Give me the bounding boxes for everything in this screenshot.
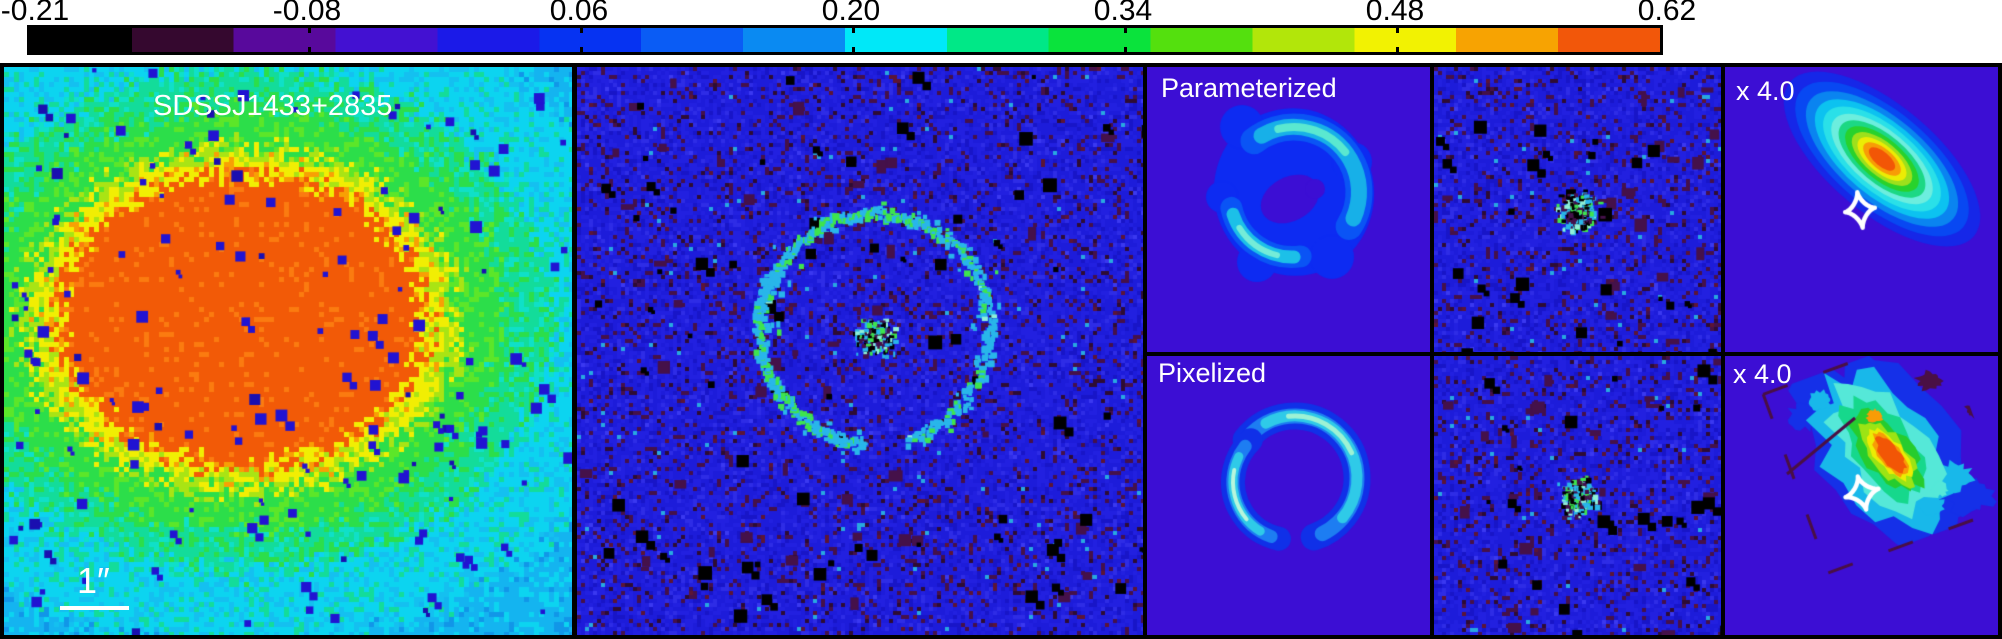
colorbar-tick-mark	[852, 28, 855, 33]
colorbar-tick-label: -0.08	[272, 0, 342, 27]
colorbar-tick-label: 0.34	[1093, 0, 1153, 27]
colorbar-tick-label: -0.21	[0, 0, 70, 27]
colorbar-tick-mark	[1396, 47, 1399, 52]
colorbar-tick-label: 0.06	[549, 0, 609, 27]
pixelized-source-panel	[1725, 356, 1998, 635]
colorbar-tick-mark	[1124, 28, 1127, 33]
colorbar-tick-mark	[308, 47, 311, 52]
zoom-factor-label-bottom: x 4.0	[1733, 359, 1792, 389]
colorbar-tick-label: 0.62	[1637, 0, 1697, 27]
parameterized-label: Parameterized	[1161, 73, 1337, 103]
pixelized-residual-panel	[1434, 356, 1721, 635]
parameterized-model-panel	[1147, 67, 1430, 352]
parameterized-residual-panel	[1434, 67, 1721, 352]
lens-subtracted-residual-panel	[577, 67, 1143, 635]
zoom-factor-label-top: x 4.0	[1736, 76, 1795, 106]
observed-galaxy-panel	[4, 67, 572, 635]
pixelized-model-panel	[1147, 356, 1430, 635]
colorbar-tick-mark	[580, 47, 583, 52]
colorbar-tick-mark	[580, 28, 583, 33]
colorbar-tick-label: 0.20	[821, 0, 881, 27]
parameterized-source-panel	[1725, 67, 1998, 352]
colorbar-tick-mark	[852, 47, 855, 52]
colorbar-tick-mark	[308, 28, 311, 33]
pixelized-label: Pixelized	[1158, 358, 1267, 388]
colorbar-tick-label: 0.48	[1365, 0, 1425, 27]
scalebar-label: 1″	[77, 560, 110, 601]
colorbar-tick-mark	[1124, 47, 1127, 52]
scalebar-line	[60, 606, 129, 610]
galaxy-name-label: SDSSJ1433+2835	[153, 90, 393, 122]
colorbar-bar	[27, 25, 1663, 55]
colorbar-tick-mark	[1396, 28, 1399, 33]
